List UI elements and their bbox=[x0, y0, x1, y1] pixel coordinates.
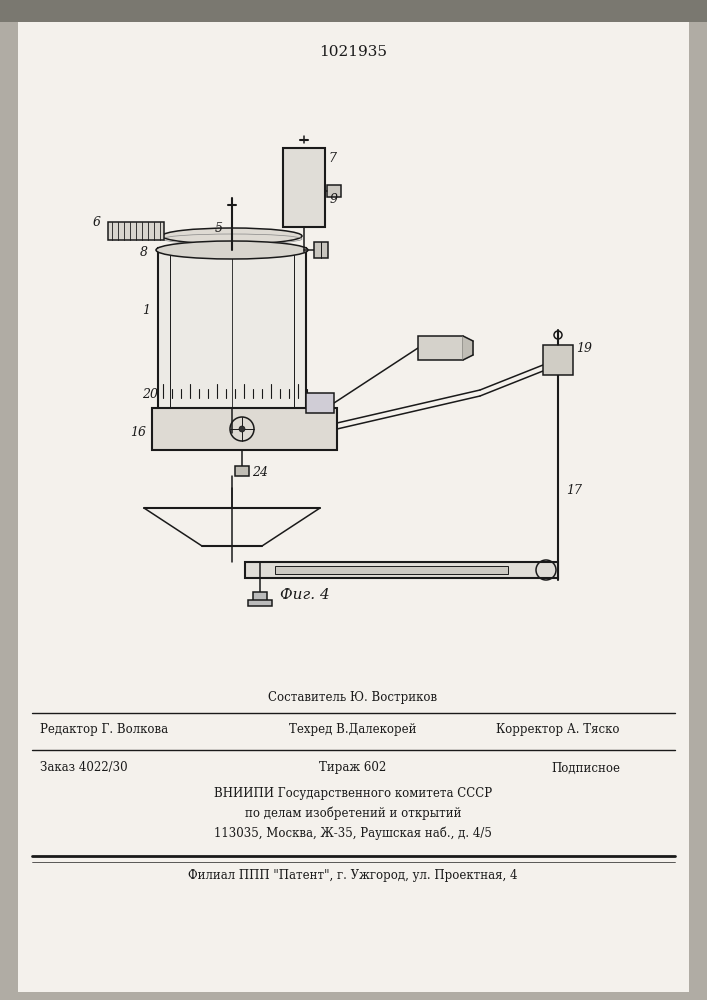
Polygon shape bbox=[463, 336, 473, 360]
Text: Фиг. 4: Фиг. 4 bbox=[280, 588, 329, 602]
Bar bbox=[248, 600, 272, 606]
Bar bbox=[235, 466, 249, 476]
Text: Подписное: Подписное bbox=[551, 762, 620, 774]
Text: 113035, Москва, Ж-35, Раушская наб., д. 4/5: 113035, Москва, Ж-35, Раушская наб., д. … bbox=[214, 826, 492, 840]
Text: 17: 17 bbox=[566, 484, 582, 496]
Bar bbox=[327, 185, 341, 197]
Text: Корректор А. Тяско: Корректор А. Тяско bbox=[496, 724, 620, 736]
Text: Составитель Ю. Востриков: Составитель Ю. Востриков bbox=[269, 692, 438, 704]
Text: 16: 16 bbox=[130, 426, 146, 440]
Text: 9: 9 bbox=[330, 193, 338, 206]
Text: 8: 8 bbox=[140, 246, 148, 259]
Ellipse shape bbox=[162, 228, 302, 244]
Bar bbox=[108, 222, 164, 240]
Text: 1021935: 1021935 bbox=[319, 45, 387, 59]
Text: 20: 20 bbox=[142, 387, 158, 400]
Text: 7: 7 bbox=[328, 151, 336, 164]
Text: 19: 19 bbox=[576, 342, 592, 355]
Text: Редактор Г. Волкова: Редактор Г. Волкова bbox=[40, 724, 168, 736]
Bar bbox=[283, 148, 325, 227]
Ellipse shape bbox=[156, 241, 308, 259]
Text: ВНИИПИ Государственного комитета СССР: ВНИИПИ Государственного комитета СССР bbox=[214, 786, 492, 800]
Text: Тираж 602: Тираж 602 bbox=[320, 762, 387, 774]
Circle shape bbox=[239, 426, 245, 432]
Bar bbox=[275, 566, 508, 574]
Text: по делам изобретений и открытий: по делам изобретений и открытий bbox=[245, 806, 461, 820]
Bar bbox=[152, 408, 337, 450]
Text: 5: 5 bbox=[215, 222, 223, 234]
Text: 24: 24 bbox=[252, 466, 268, 479]
Bar bbox=[253, 592, 267, 602]
Bar bbox=[314, 242, 328, 258]
Text: Заказ 4022/30: Заказ 4022/30 bbox=[40, 762, 128, 774]
Bar bbox=[245, 562, 558, 578]
Text: Техред В.Далекорей: Техред В.Далекорей bbox=[289, 724, 416, 736]
Bar bbox=[0, 0, 707, 22]
Text: Филиал ППП "Патент", г. Ужгород, ул. Проектная, 4: Филиал ППП "Патент", г. Ужгород, ул. Про… bbox=[188, 869, 518, 882]
Text: 1: 1 bbox=[142, 304, 150, 316]
Bar bbox=[418, 336, 463, 360]
Bar bbox=[158, 248, 306, 433]
Text: 6: 6 bbox=[93, 216, 101, 229]
Bar bbox=[543, 345, 573, 375]
Bar bbox=[306, 393, 334, 413]
